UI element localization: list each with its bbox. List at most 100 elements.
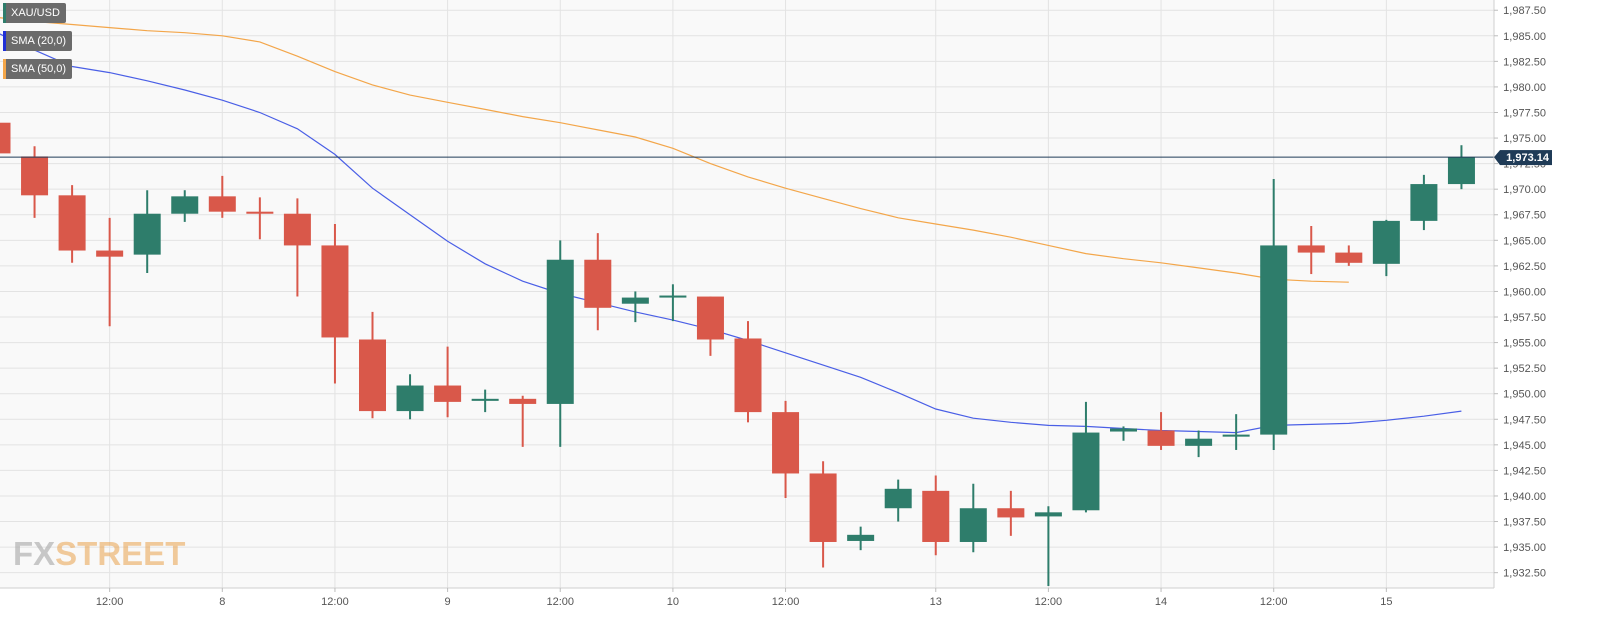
candle bbox=[809, 461, 837, 568]
y-axis-ticks: 1,932.50 1,935.00 1,937.50 1,940.00 1,942.50… bbox=[1494, 5, 1546, 580]
sma20-line-group bbox=[0, 33, 1462, 434]
candle bbox=[1410, 174, 1438, 231]
candle bbox=[133, 190, 161, 274]
x-tick-label: 12:00 bbox=[1035, 596, 1063, 608]
candle bbox=[58, 185, 86, 263]
plot-background bbox=[0, 0, 1494, 588]
candle-body bbox=[1147, 430, 1175, 446]
x-tick-label: 12:00 bbox=[772, 596, 800, 608]
candle bbox=[1335, 245, 1363, 266]
candle-body bbox=[734, 338, 762, 413]
candle-body bbox=[1410, 184, 1438, 221]
sma50-line bbox=[0, 17, 1349, 283]
y-tick-label: 1,940.00 bbox=[1503, 491, 1546, 503]
candle-body bbox=[1297, 245, 1325, 253]
candle bbox=[659, 284, 687, 322]
y-tick-label: 1,935.00 bbox=[1503, 542, 1546, 554]
candle bbox=[621, 291, 649, 323]
candle-body bbox=[396, 385, 424, 412]
candle-body bbox=[884, 488, 912, 509]
y-tick-label: 1,970.00 bbox=[1503, 184, 1546, 196]
candle bbox=[884, 479, 912, 522]
y-tick-label: 1,937.50 bbox=[1503, 517, 1546, 529]
candle-body bbox=[133, 213, 161, 255]
y-tick-label: 1,975.00 bbox=[1503, 133, 1546, 145]
legend-symbol-label: XAU/USD bbox=[11, 7, 60, 19]
x-tick-label: 8 bbox=[219, 596, 225, 608]
candle bbox=[847, 526, 875, 551]
y-tick-label: 1,967.50 bbox=[1503, 210, 1546, 222]
candle-body bbox=[1447, 157, 1475, 185]
candle-body bbox=[997, 508, 1025, 518]
fxstreet-watermark: FXSTREET bbox=[13, 535, 185, 573]
candle-body bbox=[1185, 438, 1213, 446]
candle-body bbox=[772, 412, 800, 474]
x-tick-label: 12:00 bbox=[546, 596, 574, 608]
y-tick-label: 1,955.00 bbox=[1503, 338, 1546, 350]
candle-body bbox=[434, 385, 462, 402]
legend-sma50[interactable]: SMA (50,0) bbox=[3, 59, 73, 79]
sma20-line bbox=[0, 33, 1462, 434]
candle bbox=[997, 490, 1025, 536]
x-tick-label: 12:00 bbox=[321, 596, 349, 608]
candles-group bbox=[0, 122, 1475, 586]
x-tick-label: 13 bbox=[930, 596, 942, 608]
candle bbox=[321, 223, 349, 384]
y-tick-label: 1,957.50 bbox=[1503, 312, 1546, 324]
candle-body bbox=[208, 196, 236, 212]
candle-body bbox=[471, 398, 499, 401]
candle-body bbox=[847, 534, 875, 541]
y-tick-label: 1,965.00 bbox=[1503, 235, 1546, 247]
candle-body bbox=[1034, 512, 1062, 517]
y-tick-label: 1,947.50 bbox=[1503, 414, 1546, 426]
symbol-swatch bbox=[3, 3, 6, 23]
candle bbox=[96, 217, 124, 327]
candle bbox=[434, 346, 462, 418]
candle bbox=[546, 240, 574, 447]
candle-body bbox=[959, 508, 987, 542]
y-tick-label: 1,960.00 bbox=[1503, 286, 1546, 298]
candle-body bbox=[546, 259, 574, 404]
candle bbox=[1072, 401, 1100, 513]
watermark-street: STREET bbox=[55, 535, 186, 572]
candle-body bbox=[283, 213, 311, 246]
candle-body bbox=[509, 398, 537, 404]
x-axis-ticks: 712:00812:00912:001012:001312:001412:001… bbox=[0, 588, 1392, 608]
candle bbox=[283, 198, 311, 297]
sma50-line-group bbox=[0, 17, 1349, 283]
legend-symbol[interactable]: XAU/USD bbox=[3, 3, 66, 23]
y-tick-label: 1,962.50 bbox=[1503, 261, 1546, 273]
sma20-swatch bbox=[3, 31, 6, 51]
candle-body bbox=[96, 250, 124, 257]
current-price-tag-arrow bbox=[1494, 150, 1500, 166]
y-tick-label: 1,942.50 bbox=[1503, 465, 1546, 477]
candle-body bbox=[171, 196, 199, 214]
candle-body bbox=[1372, 220, 1400, 264]
candle bbox=[696, 296, 724, 356]
candle-body bbox=[21, 156, 49, 196]
current-price-tag-group: 1,973.14 bbox=[1494, 150, 1552, 166]
x-tick-label: 15 bbox=[1380, 596, 1392, 608]
candle-body bbox=[1072, 432, 1100, 511]
candle-body bbox=[621, 297, 649, 304]
candle-body bbox=[922, 490, 950, 542]
candle bbox=[0, 122, 11, 154]
candle-body bbox=[0, 122, 11, 154]
candle bbox=[1297, 225, 1325, 275]
legend-sma50-label: SMA (50,0) bbox=[11, 63, 67, 75]
candle bbox=[922, 475, 950, 556]
legend-sma20[interactable]: SMA (20,0) bbox=[3, 31, 73, 51]
candle-body bbox=[584, 259, 612, 308]
chart-legend: XAU/USD SMA (20,0) SMA (50,0) bbox=[3, 3, 73, 87]
x-tick-label: 9 bbox=[445, 596, 451, 608]
candle bbox=[734, 321, 762, 423]
sma50-swatch bbox=[3, 59, 6, 79]
candle bbox=[1185, 430, 1213, 458]
candle bbox=[1147, 412, 1175, 450]
candle bbox=[1222, 414, 1250, 450]
candle bbox=[772, 400, 800, 499]
y-tick-label: 1,985.00 bbox=[1503, 31, 1546, 43]
candle bbox=[959, 483, 987, 553]
candle bbox=[1372, 219, 1400, 277]
candle bbox=[359, 311, 386, 419]
